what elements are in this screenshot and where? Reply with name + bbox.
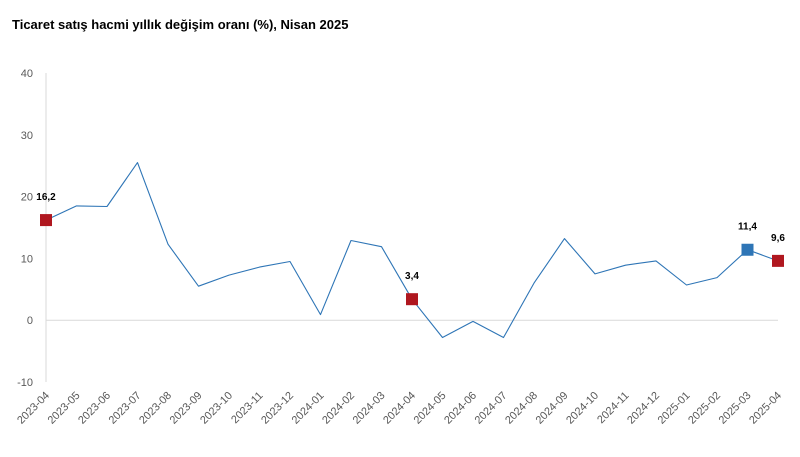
highlight-marker bbox=[772, 254, 784, 267]
x-tick-label: 2024-02 bbox=[320, 390, 357, 427]
x-tick-label: 2023-09 bbox=[168, 390, 205, 427]
highlight-marker bbox=[40, 214, 52, 227]
data-label: 9,6 bbox=[771, 233, 785, 244]
x-tick-label: 2023-10 bbox=[198, 390, 235, 427]
x-tick-label: 2025-03 bbox=[717, 390, 754, 427]
x-tick-label: 2024-09 bbox=[534, 390, 571, 427]
x-tick-label: 2025-02 bbox=[686, 390, 723, 427]
x-tick-label: 2024-05 bbox=[412, 390, 449, 427]
x-tick-label: 2024-03 bbox=[351, 390, 388, 427]
x-axis: 2023-042023-052023-062023-072023-082023-… bbox=[15, 390, 784, 427]
highlight-marker bbox=[741, 243, 754, 256]
y-tick-label: 40 bbox=[21, 68, 33, 80]
series-layer bbox=[45, 162, 779, 339]
x-tick-label: 2023-07 bbox=[107, 390, 144, 427]
series-line bbox=[45, 162, 779, 339]
x-tick-label: 2024-01 bbox=[290, 390, 327, 427]
x-tick-label: 2023-05 bbox=[46, 390, 83, 427]
y-tick-label: -10 bbox=[17, 377, 33, 389]
x-tick-label: 2024-04 bbox=[381, 390, 418, 427]
y-tick-label: 30 bbox=[21, 130, 33, 142]
chart-title: Ticaret satış hacmi yıllık değişim oranı… bbox=[12, 17, 349, 32]
y-tick-label: 10 bbox=[21, 253, 33, 265]
data-label: 11,4 bbox=[738, 222, 757, 233]
x-tick-label: 2024-10 bbox=[564, 390, 601, 427]
y-axis: -10 0 10 20 30 40 bbox=[17, 68, 778, 389]
y-tick-label: 0 bbox=[27, 315, 33, 327]
x-tick-label: 2025-04 bbox=[747, 390, 784, 427]
y-tick-label: 20 bbox=[21, 192, 33, 204]
x-tick-label: 2023-08 bbox=[137, 390, 174, 427]
data-label: 16,2 bbox=[36, 192, 56, 203]
x-tick-label: 2023-04 bbox=[15, 390, 52, 427]
x-tick-label: 2024-08 bbox=[503, 390, 540, 427]
x-tick-label: 2024-12 bbox=[625, 390, 662, 427]
x-tick-label: 2024-07 bbox=[473, 390, 510, 427]
data-label: 3,4 bbox=[405, 271, 419, 282]
x-tick-label: 2023-06 bbox=[76, 390, 113, 427]
highlight-marker bbox=[406, 293, 418, 306]
x-tick-label: 2023-12 bbox=[259, 390, 296, 427]
marker-layer: 16,2 3,4 11,4 9,6 bbox=[36, 192, 785, 306]
x-tick-label: 2024-06 bbox=[442, 390, 479, 427]
x-tick-label: 2025-01 bbox=[656, 390, 693, 427]
